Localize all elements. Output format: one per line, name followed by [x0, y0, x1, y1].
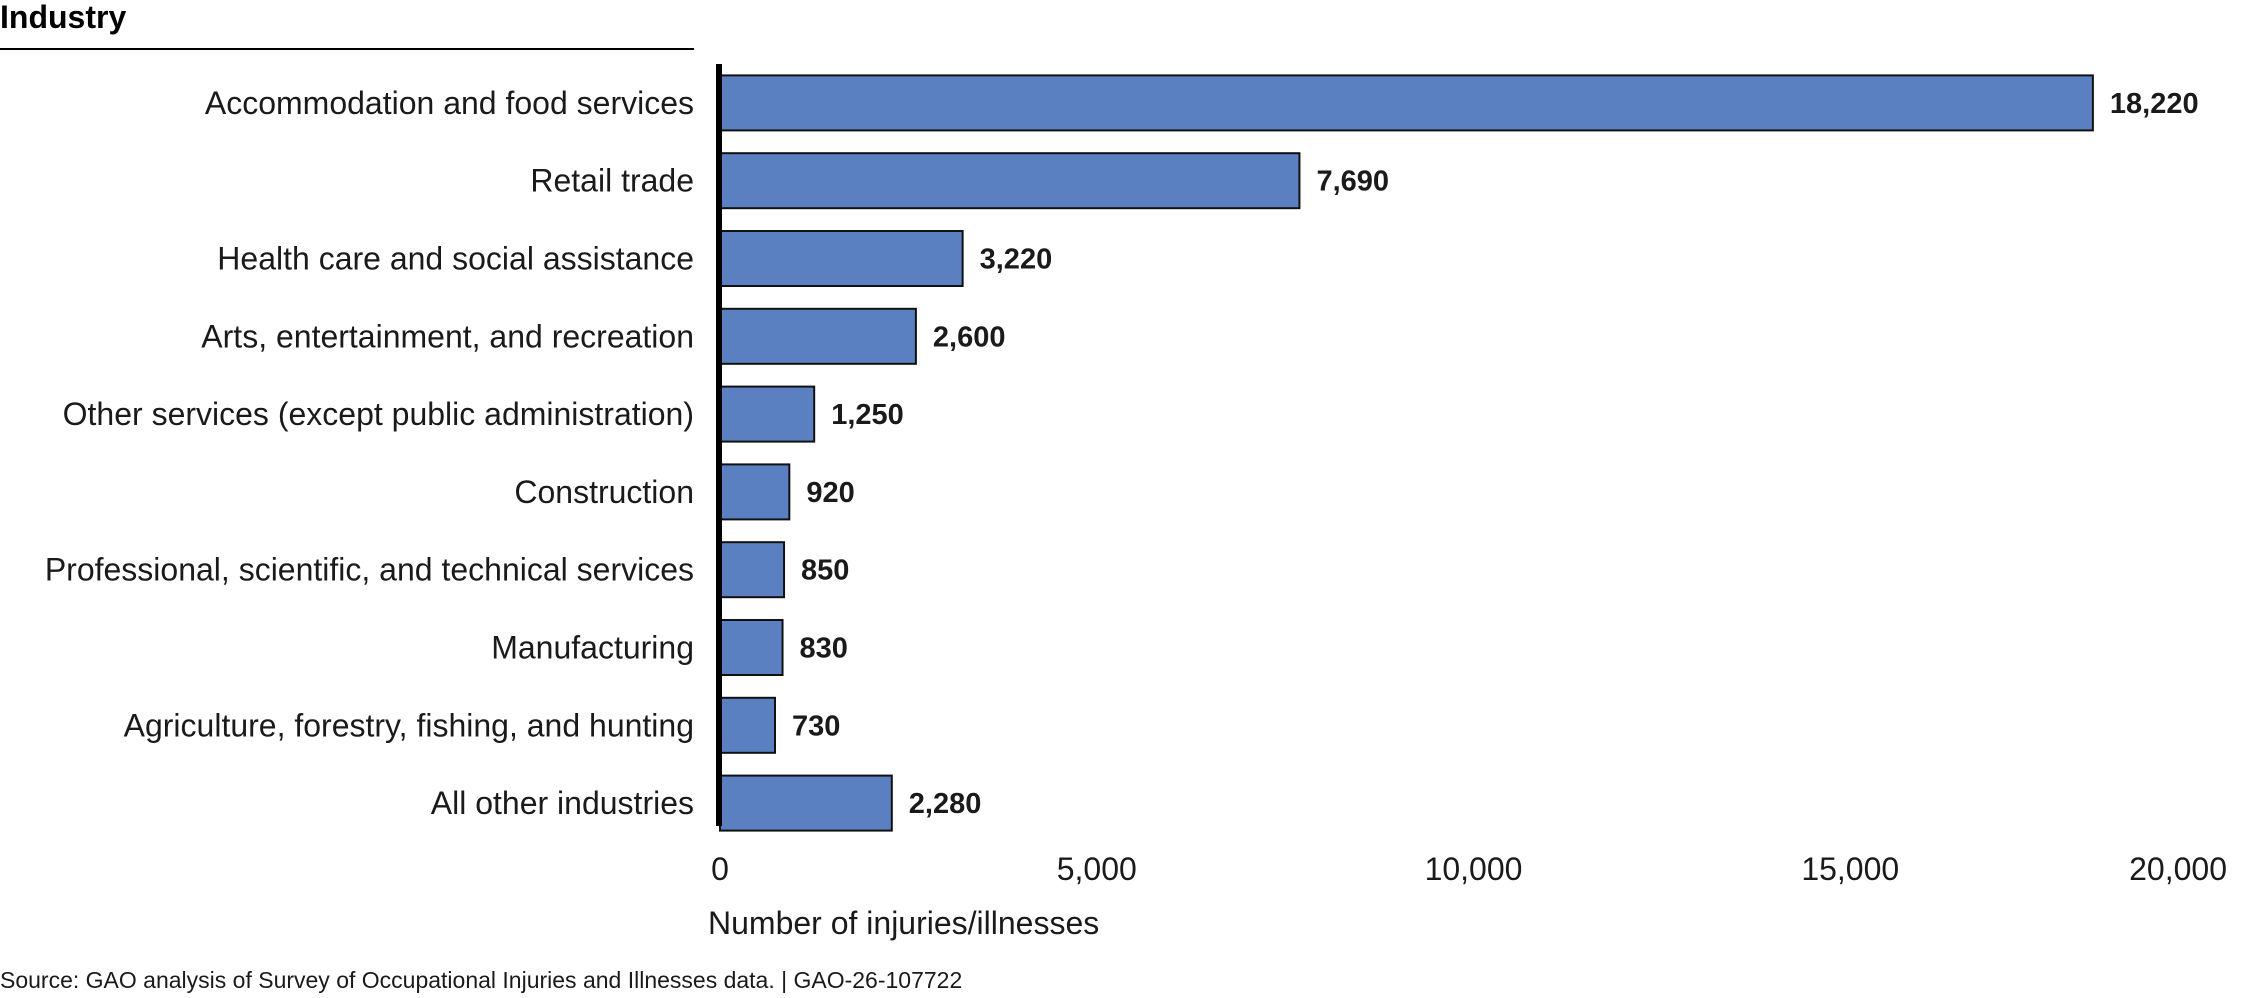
x-tick-label: 15,000	[1801, 851, 1899, 887]
value-label: 7,690	[1316, 166, 1389, 198]
bar-row: Other services (except public administra…	[63, 385, 904, 443]
category-label: All other industries	[431, 785, 694, 821]
bar	[719, 152, 1301, 210]
x-axis-ticks: 0 5,000 10,000 15,000 20,000	[711, 851, 2227, 887]
category-label: Health care and social assistance	[217, 241, 694, 277]
category-label: Retail trade	[530, 163, 694, 199]
bar	[719, 307, 917, 365]
bar	[719, 74, 2094, 132]
category-label: Arts, entertainment, and recreation	[201, 318, 694, 354]
bar-row: All other industries 2,280	[431, 774, 982, 832]
x-axis-title: Number of injuries/illnesses	[708, 905, 1099, 941]
bar	[719, 774, 893, 832]
bar	[719, 541, 786, 599]
bar	[719, 696, 777, 754]
value-label: 850	[801, 555, 849, 587]
x-tick-label: 0	[711, 851, 729, 887]
category-label: Agriculture, forestry, fishing, and hunt…	[124, 707, 694, 743]
x-tick-label: 10,000	[1425, 851, 1523, 887]
industry-header: Industry	[0, 0, 126, 35]
category-label: Construction	[514, 474, 694, 510]
category-label: Other services (except public administra…	[63, 396, 694, 432]
value-label: 2,600	[933, 321, 1006, 353]
bar-row: Construction 920	[514, 463, 855, 521]
value-label: 920	[806, 477, 854, 509]
x-tick-label: 20,000	[2129, 851, 2227, 887]
category-label: Manufacturing	[491, 630, 694, 666]
bar-row: Arts, entertainment, and recreation 2,600	[201, 307, 1006, 365]
bar-row: Health care and social assistance 3,220	[217, 230, 1053, 287]
bar	[719, 463, 791, 521]
bar-row: Professional, scientific, and technical …	[45, 541, 849, 599]
value-label: 1,250	[831, 399, 904, 431]
value-label: 830	[800, 633, 848, 665]
value-label: 18,220	[2110, 88, 2199, 120]
bar-row: Accommodation and food services 18,220	[205, 74, 2199, 132]
bar-row: Retail trade 7,690	[530, 152, 1389, 210]
value-label: 3,220	[980, 244, 1053, 276]
bar-row: Agriculture, forestry, fishing, and hunt…	[124, 696, 840, 754]
bar	[719, 619, 784, 676]
x-tick-label: 5,000	[1057, 851, 1137, 887]
value-label: 2,280	[909, 788, 982, 820]
bars-layer: Accommodation and food services 18,220 Ret…	[45, 74, 2199, 832]
bar	[719, 385, 816, 443]
bar-row: Manufacturing 830	[491, 619, 848, 676]
category-label: Accommodation and food services	[205, 85, 694, 121]
value-label: 730	[792, 710, 840, 742]
bar	[719, 230, 964, 287]
source-note: Source: GAO analysis of Survey of Occupa…	[0, 967, 962, 993]
category-label: Professional, scientific, and technical …	[45, 552, 694, 588]
